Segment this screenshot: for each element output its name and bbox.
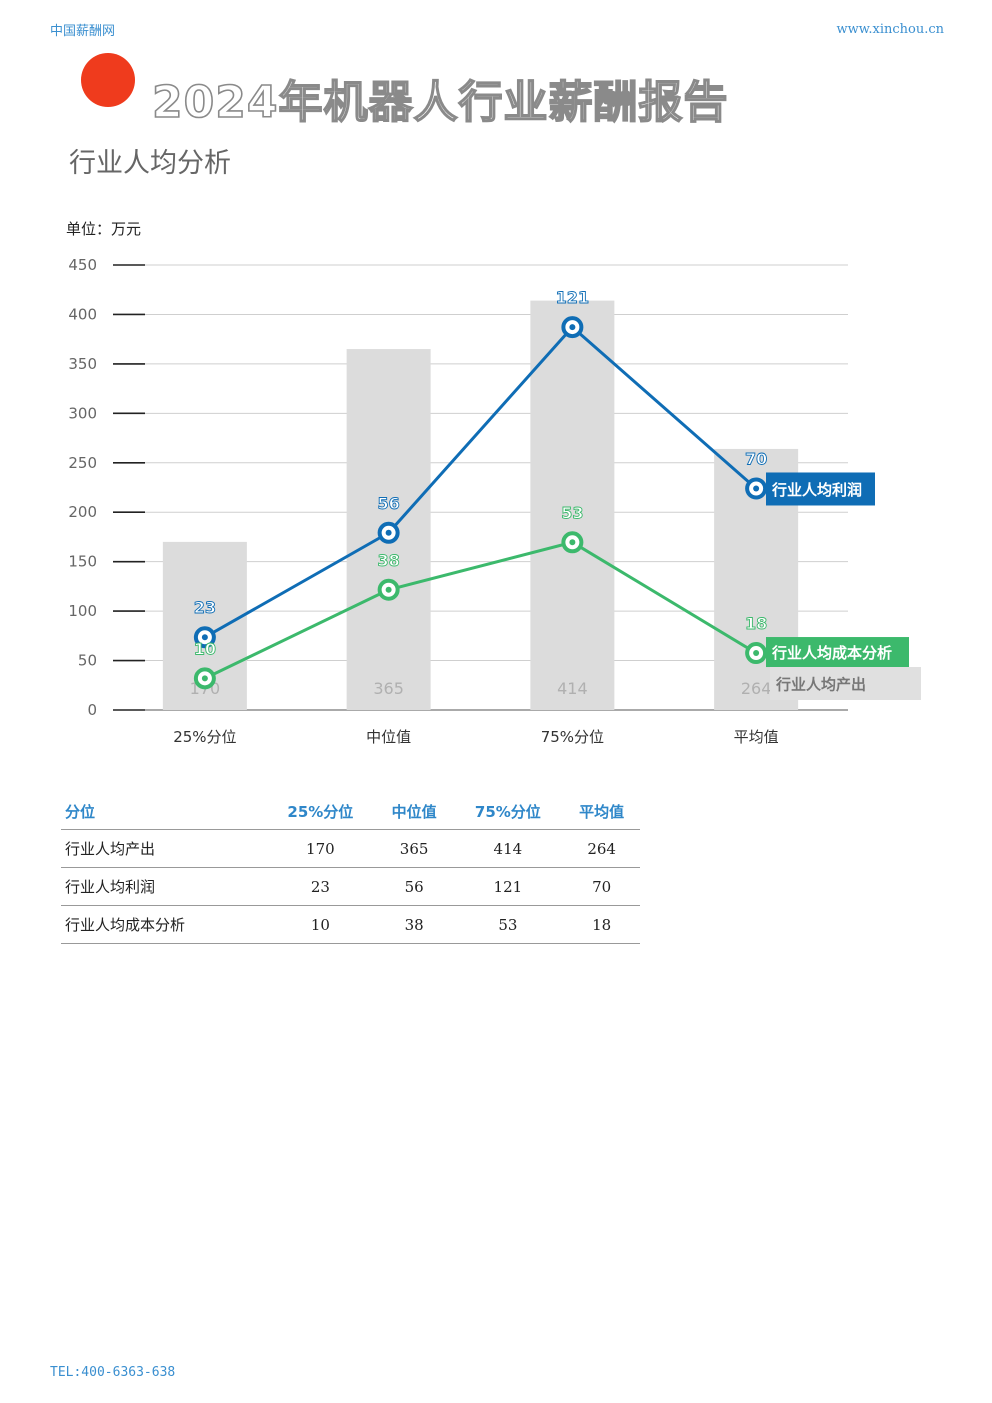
table-row: 行业人均产出 170 365 414 264 (61, 829, 640, 868)
table-cell: 170 (264, 829, 376, 868)
cost-value-label: 53 (561, 503, 583, 522)
bar-value-label: 264 (741, 679, 772, 698)
table-cell: 414 (452, 829, 564, 868)
page-subtitle: 行业人均分析 (69, 148, 231, 179)
table-cell: 70 (563, 867, 640, 906)
y-tick-label: 150 (68, 553, 97, 571)
legend-profit-tag-label: 行业人均利润 (771, 481, 862, 499)
y-tick-label: 50 (78, 652, 97, 670)
x-tick-label: 25%分位 (173, 728, 236, 746)
legend-cost-tag-label: 行业人均成本分析 (771, 644, 892, 662)
profit-point-center (201, 634, 208, 641)
header-site-url[interactable]: www.xinchou.cn (836, 22, 944, 37)
cost-value-label: 38 (377, 551, 399, 570)
profit-point-center (569, 324, 576, 331)
legend-output-tag-label: 行业人均产出 (775, 676, 866, 694)
table-cell: 53 (452, 905, 564, 944)
table-cell: 121 (452, 867, 564, 906)
table-cell: 行业人均利润 (61, 867, 265, 906)
table-cell: 行业人均成本分析 (61, 905, 265, 944)
y-tick-label: 450 (68, 256, 97, 274)
table-header-cell: 75%分位 (452, 793, 564, 830)
cost-point-center (385, 586, 392, 593)
y-tick-label: 200 (68, 503, 97, 521)
legend-cost-tag-bg (766, 637, 909, 668)
table-cell: 56 (375, 867, 453, 906)
header-site-name: 中国薪酬网 (50, 24, 116, 39)
x-tick-label: 中位值 (366, 728, 411, 746)
table-cell: 365 (375, 829, 453, 868)
cost-point-center (753, 650, 760, 657)
bar-value-label: 414 (557, 679, 588, 698)
x-tick-label: 75%分位 (541, 728, 604, 746)
cost-point-center (569, 539, 576, 546)
y-tick-label: 0 (87, 701, 97, 719)
table-cell: 10 (264, 905, 376, 944)
cost-point-center (201, 675, 208, 682)
page-title: 2024年机器人行业薪酬报告 (151, 76, 729, 129)
table-row: 行业人均利润 23 56 121 70 (61, 867, 640, 906)
combo-chart: 0 50 100 150 200 250 300 350 400 450 25%分位 中位值 75%分位… (68, 256, 921, 746)
profit-value-label: 121 (556, 288, 589, 307)
legend-profit-tag-bg (766, 472, 875, 506)
unit-label: 单位：万元 (66, 220, 142, 238)
table-header-cell: 平均值 (563, 793, 640, 830)
table-cell: 行业人均产出 (61, 829, 265, 868)
y-tick-label: 250 (68, 454, 97, 472)
profit-value-label: 23 (194, 598, 216, 617)
table-header-cell: 分位 (61, 793, 265, 830)
y-tick-label: 100 (68, 602, 97, 620)
footer-phone: TEL:400-6363-638 (50, 1365, 176, 1380)
table-cell: 264 (563, 829, 640, 868)
table-cell: 18 (563, 905, 640, 944)
x-tick-label: 平均值 (734, 728, 779, 746)
profit-point-center (385, 529, 392, 536)
y-tick-label: 350 (68, 355, 97, 373)
table-cell: 23 (264, 867, 376, 906)
data-table: 分位 25%分位 中位值 75%分位 平均值 行业人均产出 170 365 414 264 行业人… (61, 793, 640, 944)
table-header-cell: 中位值 (375, 793, 453, 830)
table-cell: 38 (375, 905, 453, 944)
y-tick-label: 300 (68, 404, 97, 422)
legend-output-tag-bg (770, 667, 921, 700)
profit-line (204, 324, 758, 639)
cost-value-label: 10 (194, 639, 216, 658)
profit-point-center (753, 485, 760, 492)
table-row: 行业人均成本分析 10 38 53 18 (61, 905, 640, 944)
profit-value-label: 56 (377, 494, 399, 513)
table-header-cell: 25%分位 (264, 793, 376, 830)
cost-value-label: 18 (745, 614, 767, 633)
title-dot-icon (81, 53, 135, 107)
bar-value-label: 365 (373, 679, 404, 698)
profit-value-label: 70 (745, 449, 767, 468)
cost-line (204, 540, 757, 680)
bar (530, 300, 615, 710)
y-tick-label: 400 (68, 305, 97, 323)
table-header-row: 分位 25%分位 中位值 75%分位 平均值 (61, 793, 640, 830)
